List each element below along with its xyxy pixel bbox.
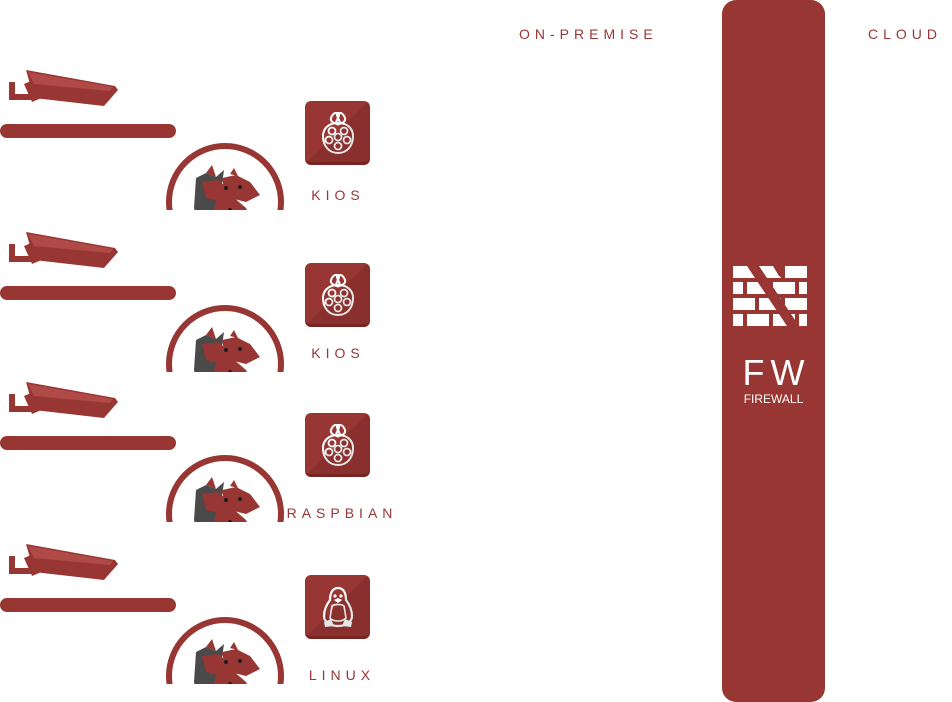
wolf-pack-logo-icon xyxy=(169,620,281,684)
device-row: RASPBIAN xyxy=(0,382,420,522)
device-row: KIOS xyxy=(0,70,420,210)
cloud-zone-label: CLOUD xyxy=(868,26,943,42)
firewall-bar: FW FIREWALL xyxy=(722,0,825,702)
os-label: LINUX xyxy=(308,667,376,683)
wolf-pack-logo-icon xyxy=(169,308,281,372)
firewall-label: FIREWALL xyxy=(743,392,804,406)
raspberry-pi-tile xyxy=(305,413,370,477)
wolf-pack-logo-icon xyxy=(169,146,281,210)
os-label: KIOS xyxy=(311,345,365,361)
device-row: LINUX xyxy=(0,544,420,684)
raspberry-pi-icon xyxy=(322,112,354,154)
security-camera-icon xyxy=(0,232,300,372)
linux-tile xyxy=(305,575,370,639)
on-premise-zone-label: ON-PREMISE xyxy=(519,26,658,42)
raspberry-pi-icon xyxy=(322,424,354,466)
raspberry-pi-icon xyxy=(322,274,354,316)
linux-tux-icon xyxy=(322,586,354,629)
firewall-brick-icon xyxy=(733,266,807,326)
os-label: KIOS xyxy=(311,187,365,203)
security-camera-icon xyxy=(0,382,300,522)
device-row: KIOS xyxy=(0,232,420,372)
security-camera-icon xyxy=(0,544,300,684)
raspberry-pi-tile xyxy=(305,101,370,165)
os-label: RASPBIAN xyxy=(286,505,398,521)
raspberry-pi-tile xyxy=(305,263,370,327)
security-camera-icon xyxy=(0,70,300,210)
wolf-pack-logo-icon xyxy=(169,458,281,522)
firewall-abbreviation: FW xyxy=(742,352,811,393)
